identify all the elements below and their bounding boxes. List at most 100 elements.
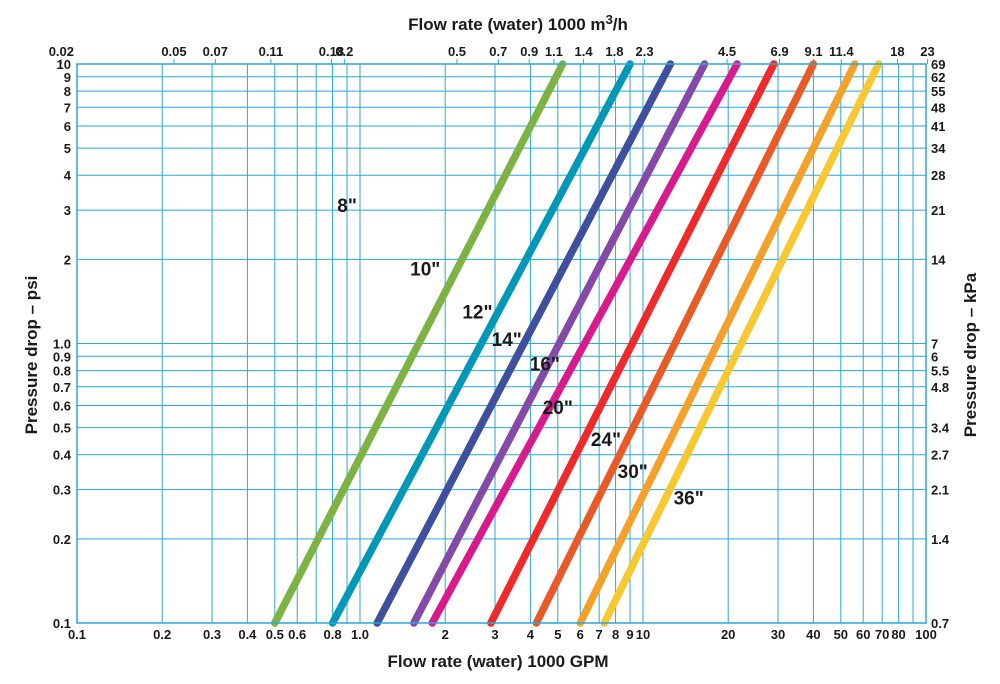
top-x-tick-label: 0.2 [335, 44, 353, 59]
series-label-4: 14" [492, 330, 522, 351]
y-tick-label: 1.0 [53, 337, 71, 352]
y-tick-label: 5 [64, 141, 71, 156]
x-axis-title: Flow rate (water) 1000 GPM [387, 652, 608, 671]
y2-tick-label: 6 [931, 349, 938, 364]
top-x-tick-label: 1.4 [574, 44, 593, 59]
y2-tick-label: 28 [931, 168, 945, 183]
y2-axis-title: Pressure drop – kPa [961, 272, 980, 437]
x-tick-label: 0.2 [153, 627, 171, 642]
x-tick-label: 2 [442, 627, 449, 642]
x-tick-label: 0.6 [288, 627, 306, 642]
top-x-tick-label: 1.1 [545, 44, 563, 59]
series-line-3 [373, 60, 675, 627]
x-tick-label: 20 [721, 627, 735, 642]
series-line-1 [271, 60, 567, 627]
series-line-9 [600, 60, 883, 627]
x-tick-label: 0.8 [324, 627, 342, 642]
series-line-8 [576, 60, 859, 627]
series-line-4 [410, 60, 709, 627]
x-tick-label: 4 [527, 627, 535, 642]
x-tick-label: 100 [915, 627, 937, 642]
x-tick-label: 0.4 [238, 627, 257, 642]
top-x-tick-label: 9.1 [805, 44, 823, 59]
top-x-tick-label: 23 [920, 44, 934, 59]
y-tick-label: 0.9 [53, 349, 71, 364]
y-tick-label: 6 [64, 119, 71, 134]
top-axis-title: Flow rate (water) 1000 m3/h [408, 12, 628, 34]
y2-tick-label: 1.4 [931, 532, 950, 547]
x-tick-label: 0.5 [266, 627, 284, 642]
top-x-tick-label: 0.7 [489, 44, 507, 59]
y-tick-label: 0.6 [53, 399, 71, 414]
top-x-tick-label: 18 [890, 44, 904, 59]
series-line-6 [487, 60, 778, 627]
series-label-3: 12" [462, 302, 492, 323]
y-axis-title: Pressure drop – psi [22, 276, 41, 435]
y-tick-label: 3 [64, 203, 71, 218]
y-tick-label: 0.8 [53, 364, 71, 379]
x-tick-label: 50 [834, 627, 848, 642]
top-x-tick-label: 6.9 [771, 44, 789, 59]
y-tick-label: 0.4 [53, 448, 72, 463]
series-label-2: 10" [410, 260, 440, 281]
top-x-tick-label: 0.18 [319, 44, 344, 59]
top-x-tick-label: 0.02 [49, 44, 74, 59]
top-x-tick-label: 0.11 [259, 44, 284, 59]
x-tick-label: 1.0 [351, 627, 369, 642]
y2-tick-label: 48 [931, 100, 945, 115]
y2-tick-label: 2.1 [931, 483, 949, 498]
x-tick-label: 9 [626, 627, 633, 642]
y2-tick-label: 7 [931, 337, 938, 352]
x-tick-label: 0.1 [68, 627, 86, 642]
x-tick-label: 3 [491, 627, 498, 642]
x-tick-label: 60 [856, 627, 870, 642]
y-tick-label: 8 [64, 84, 71, 99]
x-tick-label: 70 [875, 627, 889, 642]
y2-tick-label: 41 [931, 119, 945, 134]
top-x-tick-label: 4.5 [718, 44, 736, 59]
tick-labels: 0.1 0.2 0.3 0.4 0.5 0.6 0.8 1.0 2 3 4 5 6 7 8 9 10 20 30 40… [49, 44, 950, 642]
top-x-tick-label: 1.8 [605, 44, 623, 59]
series-label-6: 20" [543, 398, 573, 419]
x-tick-label: 40 [806, 627, 820, 642]
y2-tick-label: 2.7 [931, 448, 949, 463]
y2-tick-label: 69 [931, 57, 945, 72]
y-tick-label: 9 [64, 70, 71, 85]
series-label-7: 24" [591, 430, 621, 451]
series-line-2 [328, 60, 634, 627]
top-x-tick-label: 11.4 [829, 44, 854, 59]
plot-frame [76, 63, 927, 624]
y2-tick-label: 21 [931, 203, 945, 218]
x-tick-label: 0.3 [203, 627, 221, 642]
top-x-tick-label: 2.3 [636, 44, 654, 59]
y2-tick-label: 34 [931, 141, 946, 156]
series-line-7 [532, 60, 818, 627]
x-tick-label: 5 [554, 627, 561, 642]
series-label-8: 30" [618, 462, 648, 483]
x-tick-label: 10 [636, 627, 650, 642]
y-tick-label: 0.5 [53, 421, 71, 436]
top-x-tick-label: 0.5 [448, 44, 466, 59]
series-lines [271, 60, 883, 627]
series-line-5 [428, 60, 741, 627]
y2-tick-label: 62 [931, 70, 945, 85]
y-tick-label: 0.1 [53, 616, 71, 631]
y-tick-label: 4 [64, 168, 72, 183]
y2-tick-label: 0.7 [931, 616, 949, 631]
y-tick-label: 0.7 [53, 380, 71, 395]
series-label-9: 36" [674, 489, 704, 510]
y2-tick-label: 4.8 [931, 380, 949, 395]
y-tick-label: 7 [64, 100, 71, 115]
y-tick-label: 0.3 [53, 483, 71, 498]
x-tick-label: 8 [612, 627, 619, 642]
series-labels: 8" 10" 12"14" 16" 20" 24" 30" 36" [337, 196, 703, 510]
x-tick-label: 7 [596, 627, 603, 642]
y-tick-label: 10 [57, 57, 71, 72]
top-x-tick-label: 0.9 [520, 44, 538, 59]
x-tick-label: 6 [577, 627, 584, 642]
y2-tick-label: 55 [931, 84, 945, 99]
y-tick-label: 2 [64, 252, 71, 267]
series-label-1: 8" [337, 196, 357, 217]
y2-tick-label: 5.5 [931, 364, 949, 379]
x-tick-label: 80 [891, 627, 905, 642]
